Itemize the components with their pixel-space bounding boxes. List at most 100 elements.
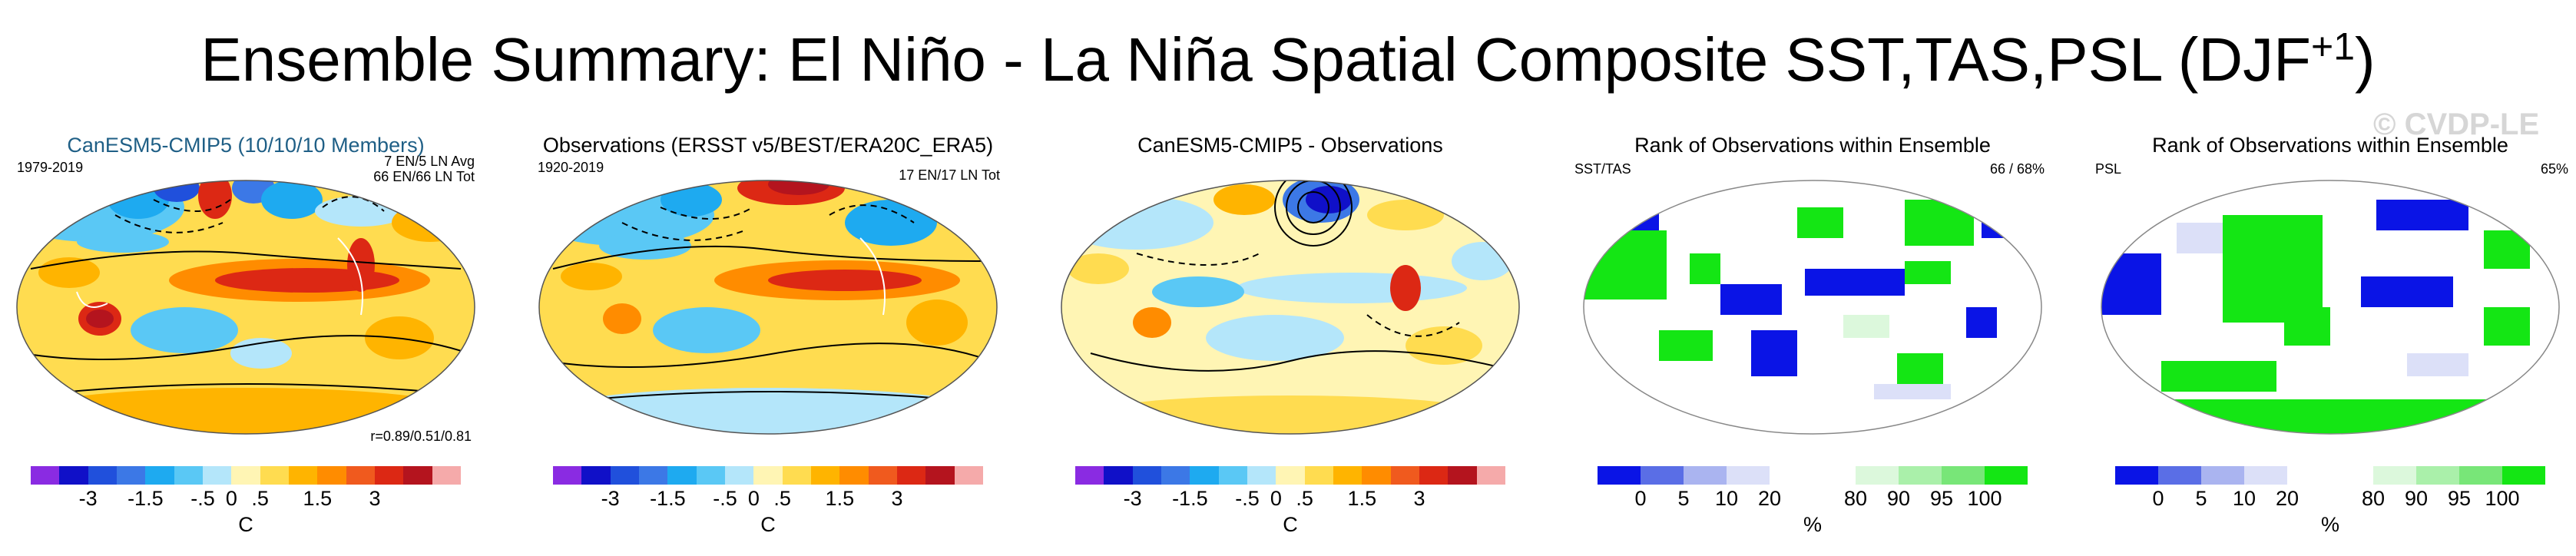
map-rank-psl [2101, 180, 2560, 435]
panel-rank-psl: Rank of Observations within Ensemble PSL… [2084, 123, 2576, 553]
colorbar-swatch [925, 466, 955, 485]
colorbar-tick-label: -.5 [190, 487, 215, 510]
colorbar-swatch [1132, 466, 1161, 485]
colorbar-tick-label: -1.5 [127, 487, 164, 510]
colorbar-tick-label: 0 [747, 487, 760, 510]
colorbar-swatch [1075, 466, 1104, 485]
colorbar-tick-label: 10 [2232, 487, 2256, 510]
colorbar-tick-label: 80 [2361, 487, 2386, 510]
colorbar-swatch [610, 466, 639, 485]
colorbar-swatch [288, 466, 318, 485]
percent-label: 65% [2540, 161, 2568, 177]
colorbar-tick-label: .5 [1296, 487, 1313, 510]
colorbar-ticks: 0 5 10 20 80 90 95 100 [2115, 487, 2545, 518]
colorbar-swatch [1770, 466, 1813, 485]
colorbar-tick-label: 10 [1714, 487, 1739, 510]
colorbar-tick-label: 0 [1634, 487, 1647, 510]
percent-label: 66 / 68% [1989, 161, 2045, 177]
colorbar-swatch [31, 466, 60, 485]
panel-title: Observations (ERSST v5/BEST/ERA20C_ERA5) [542, 134, 994, 157]
colorbar-ticks: -3 -1.5 -.5 0 .5 1.5 3 [1075, 487, 1505, 518]
colorbar-swatch [553, 466, 582, 485]
correlation-label: r=0.89/0.51/0.81 [370, 429, 472, 444]
panel-title: CanESM5-CMIP5 (10/10/10 Members) [67, 134, 425, 157]
colorbar-swatch [753, 466, 783, 485]
panel-title: Rank of Observations within Ensemble [2152, 134, 2508, 157]
map-model [16, 180, 475, 435]
colorbar-tick-label: -3 [1123, 487, 1142, 510]
colorbar-tick-label: 20 [2275, 487, 2300, 510]
colorbar-tick-label: 3 [891, 487, 903, 510]
colorbar-ticks: -3 -1.5 -.5 0 .5 1.5 3 [31, 487, 461, 518]
colorbar-swatch [174, 466, 203, 485]
colorbar-swatch [317, 466, 346, 485]
colorbar-tick-label: -3 [601, 487, 620, 510]
colorbar-swatch [1276, 466, 1305, 485]
colorbar-unit: C [760, 513, 776, 536]
colorbar-swatch [782, 466, 811, 485]
colorbar-swatch [59, 466, 88, 485]
colorbar-swatch [202, 466, 232, 485]
colorbar-swatch [145, 466, 174, 485]
colorbar-tick-label: -1.5 [650, 487, 686, 510]
colorbar-swatch [231, 466, 260, 485]
colorbar-swatch [1390, 466, 1419, 485]
colorbar-swatch [1362, 466, 1391, 485]
variable-label: SST/TAS [1574, 161, 1631, 177]
colorbar-swatch [374, 466, 404, 485]
colorbar-swatch [810, 466, 840, 485]
variable-label: PSL [2095, 161, 2122, 177]
colorbar-tick-label: 100 [2485, 487, 2520, 510]
colorbar [1598, 466, 2028, 485]
colorbar-swatch [88, 466, 117, 485]
panel-difference: CanESM5-CMIP5 - Observations [1045, 123, 1536, 553]
colorbar-swatch [1727, 466, 1770, 485]
figure-title: Ensemble Summary: El Niño - La Niña Spat… [200, 25, 2376, 94]
colorbar-swatch [1598, 466, 1641, 485]
colorbar-swatch [1448, 466, 1477, 485]
colorbar-swatch [2416, 466, 2459, 485]
colorbar-swatch [1419, 466, 1449, 485]
colorbar-swatch [260, 466, 289, 485]
colorbar-tick-label: 90 [1886, 487, 1911, 510]
colorbar-tick-label: 90 [2404, 487, 2429, 510]
colorbar-swatch [1476, 466, 1505, 485]
panel-model-composite: CanESM5-CMIP5 (10/10/10 Members) 1979-20… [0, 123, 492, 553]
colorbar-tick-label: -.5 [1235, 487, 1260, 510]
colorbar-unit: C [238, 513, 253, 536]
colorbar-tick-label: .5 [251, 487, 269, 510]
colorbar-ticks: 0 5 10 20 80 90 95 100 [1598, 487, 2028, 518]
colorbar-tick-label: -3 [78, 487, 98, 510]
colorbar-tick-label: 1.5 [1347, 487, 1377, 510]
colorbar-unit: % [2320, 513, 2339, 536]
colorbar-swatch [403, 466, 432, 485]
colorbar-swatch [581, 466, 611, 485]
colorbar-tick-label: 3 [369, 487, 381, 510]
period-label: 1979-2019 [17, 160, 84, 175]
colorbar-swatch [868, 466, 897, 485]
colorbar-swatch [839, 466, 869, 485]
colorbar-swatch [2373, 466, 2416, 485]
colorbar-tick-label: 0 [2152, 487, 2164, 510]
colorbar-tick-label: 80 [1843, 487, 1868, 510]
colorbar-swatch [2459, 466, 2502, 485]
colorbar-unit: C [1283, 513, 1298, 536]
colorbar-swatch [1899, 466, 1942, 485]
colorbar-swatch [1813, 466, 1856, 485]
panel-rank-sst-tas: Rank of Observations within Ensemble SST… [1567, 123, 2058, 553]
colorbar-tick-label: .5 [773, 487, 791, 510]
colorbar-tick-label: -.5 [713, 487, 737, 510]
colorbar-tick-label: 100 [1967, 487, 2002, 510]
map-rank-sst-tas [1583, 180, 2042, 435]
watermark: © CVDP-LE [2373, 108, 2540, 141]
period-label: 1920-2019 [538, 160, 604, 175]
colorbar-swatch [724, 466, 754, 485]
event-avg-label: 7 EN/5 LN Avg [384, 154, 475, 169]
colorbar-swatch [1985, 466, 2028, 485]
colorbar [1075, 466, 1505, 485]
colorbar-swatch [346, 466, 375, 485]
colorbar-swatch [2330, 466, 2373, 485]
colorbar-tick-label: 1.5 [825, 487, 855, 510]
colorbar-swatch [667, 466, 697, 485]
colorbar-swatch [1161, 466, 1190, 485]
